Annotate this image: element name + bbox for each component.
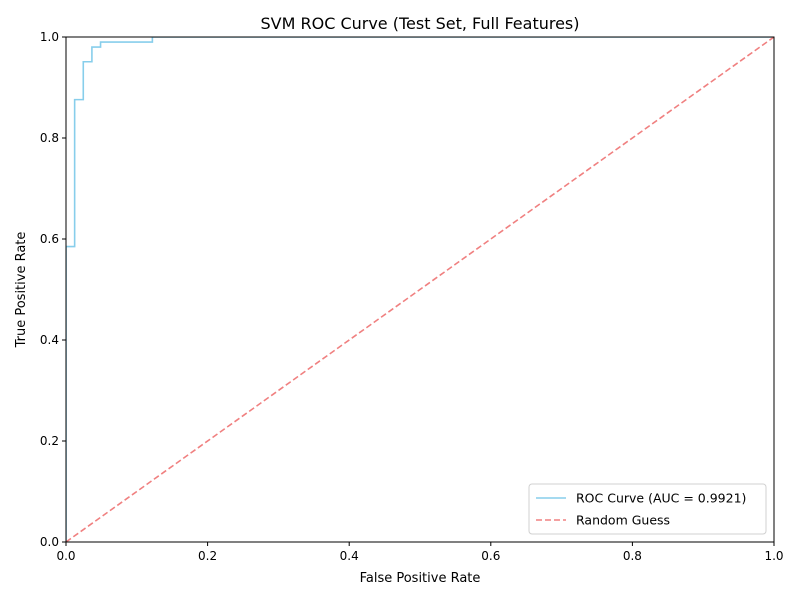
x-tick-label: 0.8 (623, 549, 642, 563)
y-tick-label: 0.4 (40, 333, 59, 347)
random-guess-line (66, 37, 774, 542)
y-tick-label: 1.0 (40, 30, 59, 44)
x-axis: 0.0 0.2 0.4 0.6 0.8 1.0 (56, 542, 784, 563)
x-tick-label: 1.0 (764, 549, 783, 563)
x-tick-label: 0.2 (198, 549, 217, 563)
y-tick-label: 0.8 (40, 131, 59, 145)
x-tick-label: 0.4 (340, 549, 359, 563)
y-axis: 0.0 0.2 0.4 0.6 0.8 1.0 (40, 30, 66, 549)
y-tick-label: 0.0 (40, 535, 59, 549)
y-tick-label: 0.2 (40, 434, 59, 448)
legend: ROC Curve (AUC = 0.9921) Random Guess (528, 483, 767, 535)
chart-title: SVM ROC Curve (Test Set, Full Features) (260, 14, 579, 33)
x-axis-label: False Positive Rate (360, 571, 481, 586)
x-tick-label: 0.0 (56, 549, 75, 563)
plot-frame (65, 36, 775, 543)
plot-area (65, 36, 775, 543)
roc-curve-line (66, 37, 774, 542)
legend-entry-label: ROC Curve (AUC = 0.9921) (576, 491, 746, 506)
y-tick-label: 0.6 (40, 232, 59, 246)
legend-box (528, 483, 767, 535)
x-tick-label: 0.6 (481, 549, 500, 563)
series-layer (66, 37, 774, 542)
y-axis-label: True Positive Rate (14, 232, 29, 349)
legend-entry-label: Random Guess (576, 513, 670, 528)
